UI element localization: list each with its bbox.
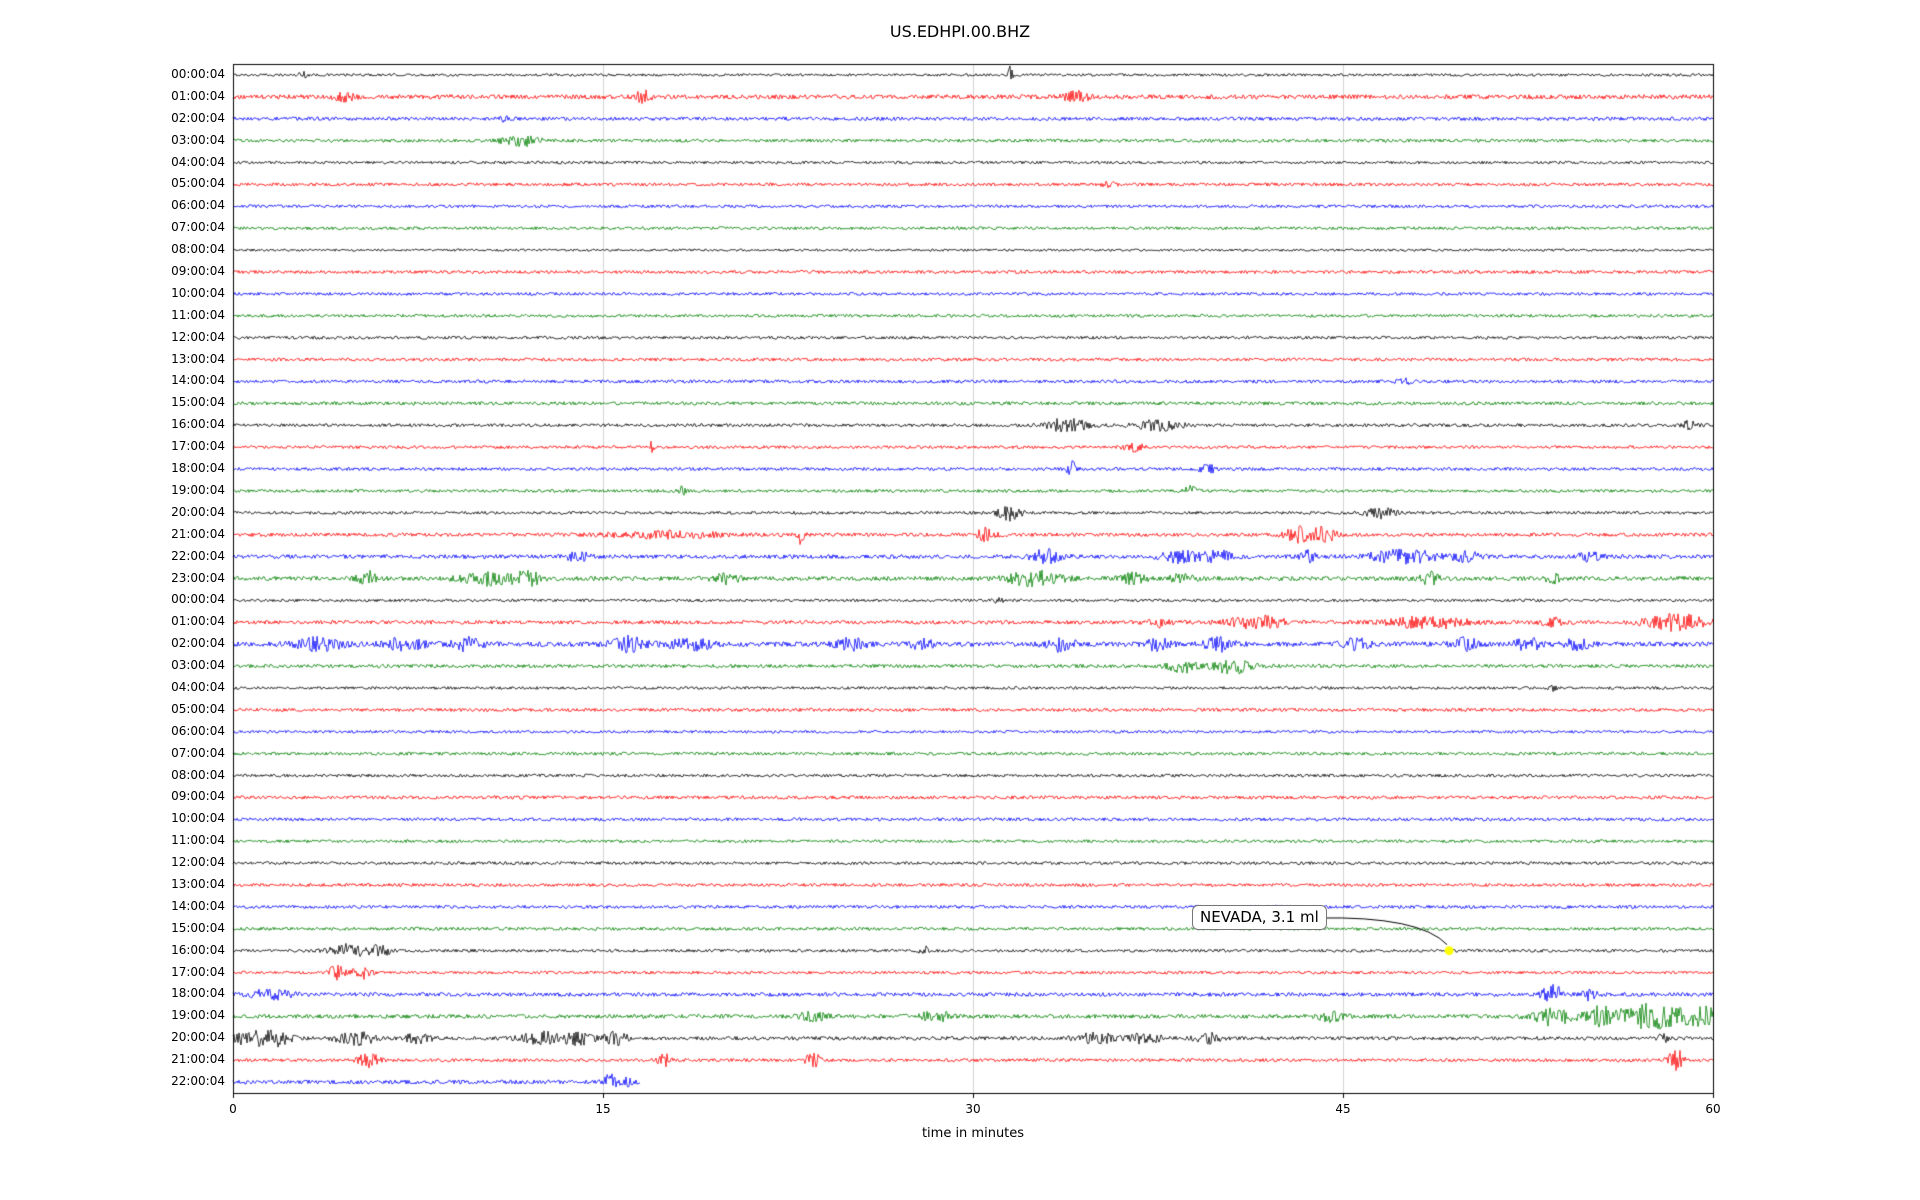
row-time-label: 22:00:04	[171, 548, 225, 563]
row-time-label: 09:00:04	[171, 263, 225, 278]
row-time-label: 23:00:04	[171, 570, 225, 585]
x-tick-label: 30	[965, 1102, 981, 1116]
row-time-label: 18:00:04	[171, 461, 225, 476]
row-time-label: 00:00:04	[171, 592, 225, 607]
row-time-label: 17:00:04	[171, 964, 225, 979]
row-time-label: 18:00:04	[171, 986, 225, 1001]
event-annotation-label: NEVADA, 3.1 ml	[1192, 905, 1327, 930]
x-tick-label: 45	[1335, 1102, 1351, 1116]
row-time-label: 09:00:04	[171, 789, 225, 804]
row-time-label: 11:00:04	[171, 833, 225, 848]
row-time-label: 04:00:04	[171, 679, 225, 694]
row-time-label: 15:00:04	[171, 920, 225, 935]
row-time-label: 16:00:04	[171, 417, 225, 432]
row-time-label: 12:00:04	[171, 329, 225, 344]
row-time-label: 08:00:04	[171, 242, 225, 257]
row-time-label: 11:00:04	[171, 307, 225, 322]
row-time-label: 06:00:04	[171, 198, 225, 213]
row-time-label: 21:00:04	[171, 1052, 225, 1067]
row-time-label: 13:00:04	[171, 877, 225, 891]
x-tick-label: 60	[1705, 1102, 1721, 1116]
x-tick-label: 15	[595, 1102, 611, 1116]
x-axis-title: time in minutes	[921, 1126, 1025, 1141]
row-time-label: 08:00:04	[171, 767, 225, 782]
chart-title: US.EDHPI.00.BHZ	[889, 22, 1031, 41]
row-time-label: 14:00:04	[171, 898, 225, 913]
row-time-label: 22:00:04	[171, 1074, 225, 1089]
x-tick-label: 0	[229, 1102, 237, 1116]
row-time-label: 12:00:04	[171, 855, 225, 870]
row-time-label: 06:00:04	[171, 723, 225, 738]
row-time-label: 15:00:04	[171, 395, 225, 410]
row-time-label: 13:00:04	[171, 351, 225, 366]
row-time-label: 21:00:04	[171, 526, 225, 541]
row-time-label: 14:00:04	[171, 373, 225, 388]
row-time-label: 07:00:04	[171, 220, 225, 235]
row-time-label: 01:00:04	[171, 614, 225, 629]
row-time-label: 02:00:04	[171, 110, 225, 125]
row-time-label: 10:00:04	[171, 285, 225, 300]
row-time-label: 07:00:04	[171, 745, 225, 760]
row-time-label: 00:00:04	[171, 66, 225, 81]
row-time-label: 05:00:04	[171, 701, 225, 716]
row-time-label: 03:00:04	[171, 132, 225, 147]
row-time-label: 17:00:04	[171, 439, 225, 454]
row-time-label: 04:00:04	[171, 154, 225, 169]
row-time-label: 16:00:04	[171, 942, 225, 957]
row-time-label: 20:00:04	[171, 504, 225, 519]
row-time-label: 03:00:04	[171, 658, 225, 673]
row-time-label: 01:00:04	[171, 88, 225, 103]
row-time-label: 19:00:04	[171, 482, 225, 497]
row-time-label: 19:00:04	[171, 1008, 225, 1023]
row-time-label: 10:00:04	[171, 811, 225, 826]
row-time-label: 05:00:04	[171, 176, 225, 191]
row-time-label: 20:00:04	[171, 1030, 225, 1045]
row-time-label: 02:00:04	[171, 636, 225, 651]
